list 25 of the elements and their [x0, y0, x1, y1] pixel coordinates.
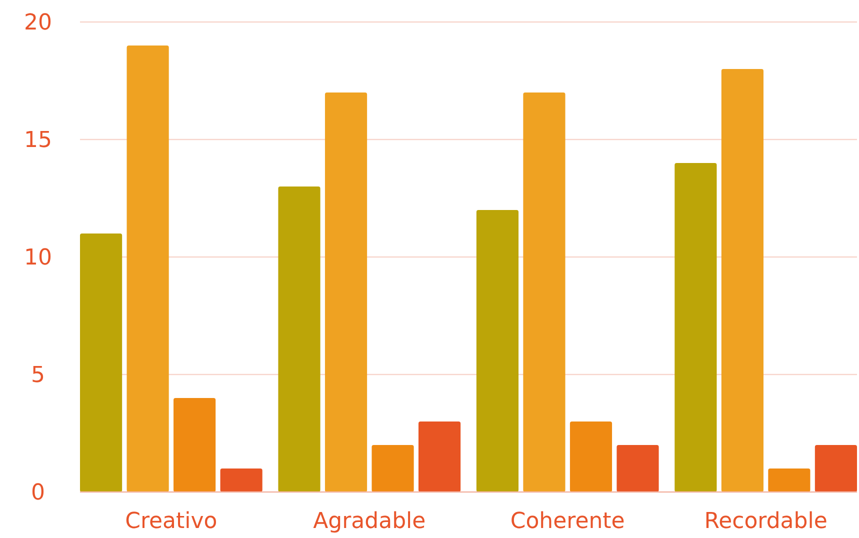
bar [324, 92, 368, 492]
bar [814, 445, 857, 492]
bar [523, 92, 566, 492]
bar [174, 398, 216, 492]
bar [220, 468, 262, 492]
bar [418, 422, 461, 492]
bar [372, 445, 414, 492]
bar [126, 46, 169, 492]
y-tick-label: 20 [24, 10, 52, 36]
x-tick-label: Coherente [510, 509, 625, 534]
x-tick-label: Agradable [313, 509, 426, 534]
bar [768, 468, 810, 492]
bar [674, 163, 717, 492]
y-tick-label: 0 [31, 480, 45, 506]
bar [278, 186, 320, 492]
bar [476, 210, 519, 492]
y-tick-label: 5 [31, 363, 45, 388]
x-tick-label: Recordable [704, 509, 828, 534]
bar [616, 445, 659, 492]
bar [570, 422, 612, 492]
y-tick-label: 15 [24, 128, 52, 154]
y-tick-label: 10 [24, 246, 52, 271]
bar [721, 69, 764, 492]
bar [80, 234, 122, 492]
x-tick-label: Creativo [125, 509, 218, 534]
